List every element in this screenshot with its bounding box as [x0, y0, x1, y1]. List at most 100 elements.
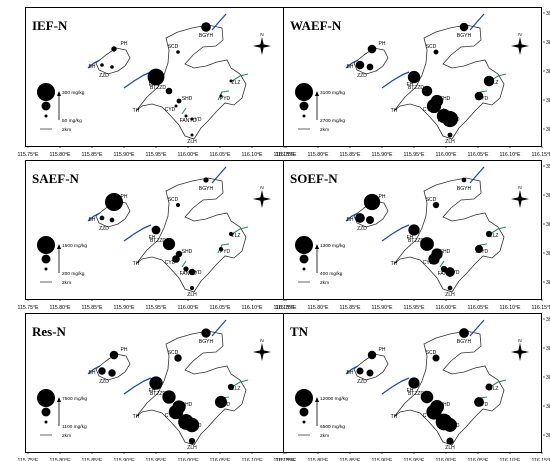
- site-marker-cyd: [168, 404, 184, 420]
- site-marker-scd: [175, 202, 181, 208]
- legend-max-label: 1300 mg/kg: [320, 243, 345, 249]
- legend-max-label: 12000 mg/kg: [320, 396, 348, 402]
- site-label-zlz: ZLZ: [232, 386, 241, 392]
- site-label-zlh: ZLH: [445, 445, 455, 451]
- site-marker-bgyh: [459, 22, 469, 32]
- map-svg: SAEF-N 115.75°E 115.80°E 115.85°E 115.90°E 11…: [17, 164, 307, 311]
- panel-title: WAEF-N: [290, 18, 342, 33]
- site-label-yd: YD: [195, 117, 202, 123]
- site-marker-fh: [151, 225, 161, 235]
- site-marker-zzd: [366, 63, 374, 71]
- site-marker-scd: [433, 49, 439, 55]
- site-marker-pyd: [475, 245, 483, 253]
- site-label-fh: FH: [407, 82, 414, 88]
- y-tick-label: 38.80°N: [546, 127, 550, 133]
- y-tick-label: 38.85°N: [546, 404, 550, 410]
- x-tick-label: 116.15°E: [531, 152, 550, 158]
- site-label-zlz: ZLZ: [232, 80, 241, 86]
- site-label-btzzd: BTZZD: [408, 238, 424, 244]
- panel-title: SOEF-N: [290, 171, 338, 186]
- site-label-zlh: ZLH: [445, 139, 455, 145]
- north-arrow-icon: N: [511, 338, 529, 361]
- legend-max-label: 300 mg/kg: [62, 90, 85, 96]
- x-tick-label: 116.10°E: [499, 458, 521, 461]
- river-pyd: [217, 243, 230, 254]
- site-label-zzd: ZZD: [99, 73, 109, 79]
- site-label-fh: FH: [149, 82, 156, 88]
- site-marker-ph: [367, 350, 377, 360]
- legend-min-label: 2700 mg/kg: [320, 118, 345, 124]
- x-tick-label: 116.10°E: [241, 305, 263, 311]
- site-marker-zlh: [190, 133, 194, 137]
- y-tick-label: 39.00°N: [546, 317, 550, 323]
- site-marker-fanyd: [184, 114, 188, 118]
- scale-bar-label: 2km: [320, 280, 329, 286]
- site-label-cyd: CYD: [165, 413, 176, 419]
- x-tick-label: 115.90°E: [113, 305, 135, 311]
- legend: 1300 mg/kg 400 mg/kg 2km: [295, 236, 345, 286]
- site-label-btzzd: BTZZD: [150, 391, 166, 397]
- site-marker-yd: [441, 110, 459, 128]
- site-marker-cyd: [426, 404, 442, 420]
- legend-max-circle: [295, 236, 313, 254]
- x-tick-label: 115.75°E: [17, 152, 39, 158]
- river-bgyh: [469, 166, 485, 184]
- river-bgyh: [211, 319, 227, 337]
- legend-arrow-head: [57, 397, 61, 402]
- y-tick-label: 38.90°N: [546, 69, 550, 75]
- site-marker-zzd: [366, 216, 374, 224]
- x-tick-label: 115.85°E: [339, 305, 361, 311]
- site-label-pyd: PYD: [220, 96, 231, 102]
- north-label: N: [260, 32, 264, 38]
- site-marker-shd: [176, 98, 182, 104]
- site-label-shd: SHD: [182, 402, 193, 408]
- site-marker-zlh: [446, 437, 454, 445]
- legend-max-label: 7500 mg/kg: [62, 396, 87, 402]
- site-marker-ph: [105, 193, 123, 211]
- site-marker-scd: [176, 50, 180, 54]
- site-marker-ph: [111, 46, 117, 52]
- x-tick-label: 115.90°E: [371, 305, 393, 311]
- site-label-pyd: PYD: [220, 402, 231, 408]
- site-label-zlh: ZLH: [445, 292, 455, 298]
- site-marker-yd: [188, 268, 196, 276]
- site-label-bgyh: BGYH: [457, 339, 472, 345]
- north-arrow-icon: N: [511, 32, 529, 55]
- site-label-zzd: ZZD: [357, 379, 367, 385]
- site-label-shd: SHD: [182, 249, 193, 255]
- map-panel-tn: TN 115.75°E 115.80°E 115.85°E 115.90°E 115.95…: [275, 313, 550, 461]
- river-fh: [123, 224, 152, 242]
- site-label-bgyh: BGYH: [199, 33, 214, 39]
- river-bgyh: [469, 319, 485, 337]
- site-label-pyd: PYD: [478, 249, 489, 255]
- scale-bar-label: 2km: [320, 433, 329, 439]
- site-label-shd: SHD: [182, 96, 193, 102]
- site-marker-ph: [367, 44, 377, 54]
- site-label-th: TH: [391, 108, 398, 114]
- legend-min-circle: [44, 420, 48, 424]
- x-tick-label: 116.15°E: [531, 305, 550, 311]
- site-label-pyd: PYD: [478, 96, 489, 102]
- site-label-btzzd: BTZZD: [408, 391, 424, 397]
- y-tick-label: 38.85°N: [546, 251, 550, 257]
- lake-outline: [135, 24, 247, 140]
- x-tick-label: 115.95°E: [145, 458, 167, 461]
- map-panel-res-n: Res-N 115.75°E 115.80°E 115.85°E 115.90°E 115…: [17, 313, 307, 461]
- y-tick-label: 38.95°N: [546, 40, 550, 46]
- panel-title: SAEF-N: [32, 171, 80, 186]
- site-label-ph: PH: [379, 194, 386, 200]
- legend-max-circle: [295, 389, 313, 407]
- x-tick-label: 116.00°E: [435, 152, 457, 158]
- river-pyd: [217, 90, 230, 101]
- y-tick-label: 38.80°N: [546, 280, 550, 286]
- site-label-bh: BH: [89, 64, 96, 70]
- site-marker-pyd: [218, 246, 224, 252]
- legend-arrow-head: [315, 91, 319, 96]
- site-label-zzd: ZZD: [99, 226, 109, 232]
- legend-min-label: 6500 mg/kg: [320, 424, 345, 430]
- y-tick-label: 38.90°N: [546, 375, 550, 381]
- legend-max-circle: [295, 83, 313, 101]
- legend: 1500 mg/kg 200 mg/kg 2km: [37, 236, 87, 286]
- x-tick-label: 115.80°E: [49, 305, 71, 311]
- y-tick-label: 38.85°N: [546, 98, 550, 104]
